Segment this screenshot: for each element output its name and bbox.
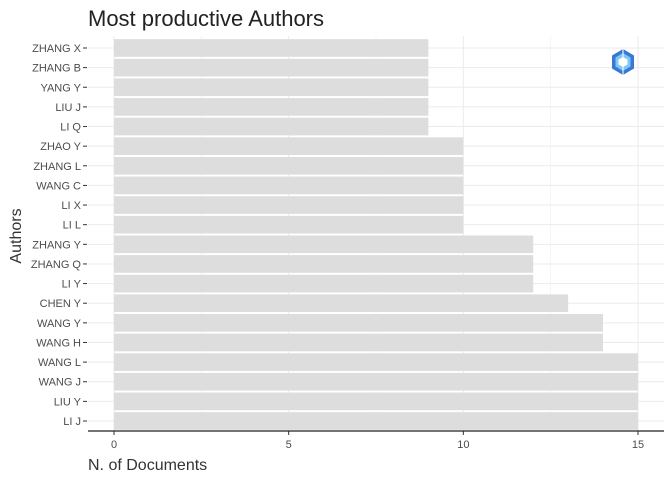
bar bbox=[114, 58, 429, 77]
bar bbox=[114, 353, 638, 371]
y-tick-label: WANG Y bbox=[37, 318, 82, 330]
bar bbox=[114, 294, 569, 313]
bar bbox=[114, 235, 534, 254]
y-tick-label: ZHANG Q bbox=[31, 259, 82, 271]
y-tick-label: WANG H bbox=[36, 337, 81, 349]
y-tick-labels: ZHANG X ZHANG B YANG Y LIU J LI Q ZHAO Y ZHANG… bbox=[31, 43, 87, 428]
bar bbox=[114, 255, 534, 273]
y-tick-label: WANG J bbox=[39, 377, 81, 389]
y-tick-label: ZHANG L bbox=[33, 161, 81, 173]
bar bbox=[114, 196, 464, 214]
y-tick-label: LI L bbox=[63, 220, 81, 232]
y-tick-label: LI X bbox=[61, 200, 81, 212]
y-tick-label: LI Q bbox=[60, 122, 81, 134]
y-axis-title: Authors bbox=[8, 208, 25, 263]
y-tick-label: LI Y bbox=[62, 279, 82, 291]
bar bbox=[114, 333, 604, 352]
bibliometrix-logo-icon bbox=[612, 49, 634, 75]
bar bbox=[114, 39, 429, 57]
y-tick-label: CHEN Y bbox=[40, 298, 82, 310]
chart-title: Most productive Authors bbox=[88, 6, 324, 31]
x-tick-label: 15 bbox=[632, 439, 644, 451]
y-tick-label: LI J bbox=[63, 416, 81, 428]
bar bbox=[114, 412, 638, 430]
bars bbox=[114, 39, 638, 430]
bar bbox=[114, 117, 429, 136]
y-tick-label: YANG Y bbox=[40, 82, 81, 94]
y-tick-label: ZHANG B bbox=[32, 63, 81, 75]
bar bbox=[114, 372, 638, 391]
y-tick-label: LIU Y bbox=[54, 396, 82, 408]
x-axis-title: N. of Documents bbox=[88, 457, 207, 474]
bar bbox=[114, 176, 464, 195]
x-tick-labels: 0 5 10 15 bbox=[111, 431, 644, 451]
bar bbox=[114, 392, 638, 411]
bar bbox=[114, 78, 429, 97]
y-tick-label: ZHAO Y bbox=[40, 141, 81, 153]
bar bbox=[114, 137, 464, 155]
y-tick-label: WANG L bbox=[38, 357, 81, 369]
y-tick-label: WANG C bbox=[36, 180, 81, 192]
y-tick-label: LIU J bbox=[55, 102, 81, 114]
bar bbox=[114, 314, 604, 332]
y-tick-label: ZHANG Y bbox=[32, 239, 81, 251]
bar bbox=[114, 156, 464, 175]
x-tick-label: 0 bbox=[111, 439, 117, 451]
bar bbox=[114, 274, 534, 293]
x-tick-label: 5 bbox=[286, 439, 292, 451]
bar bbox=[114, 215, 464, 234]
x-tick-label: 10 bbox=[457, 439, 469, 451]
y-tick-label: ZHANG X bbox=[32, 43, 82, 55]
bar bbox=[114, 98, 429, 116]
